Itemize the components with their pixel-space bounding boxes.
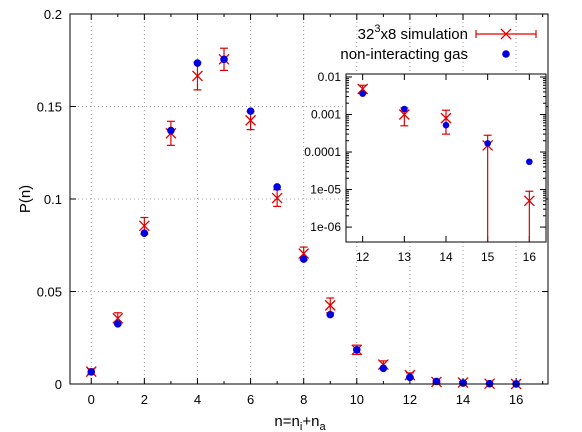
y-axis-label: P(n) — [17, 185, 34, 213]
simulation-point-stroke-b — [112, 312, 124, 324]
inset-y-tick-label: 0.01 — [318, 70, 342, 84]
inset-x-tick-label: 14 — [439, 250, 453, 264]
inset-plot-frame — [345, 73, 547, 243]
inset-background — [346, 74, 546, 242]
legend-marker-gas — [502, 50, 510, 58]
inset-simulation-point-stroke-b — [523, 195, 535, 207]
x-tick-label: 10 — [350, 392, 364, 407]
legend: 323x8 simulation non-interacting gas — [340, 23, 537, 63]
gas-point — [87, 368, 96, 376]
y-tick-label: 0.05 — [37, 285, 62, 300]
gas-point — [193, 59, 202, 67]
x-tick-label: 6 — [247, 392, 254, 407]
gas-point — [114, 320, 122, 328]
inset-gas-point — [484, 140, 491, 147]
inset-simulation-point-stroke-b — [440, 112, 452, 124]
inset-y-tick-label: 0.001 — [311, 107, 341, 121]
legend-label-simulation: 323x8 simulation — [358, 23, 468, 43]
gas-point — [167, 126, 175, 135]
y-tick-label: 0.15 — [37, 100, 62, 115]
inset-simulation-point — [523, 195, 535, 207]
inset-simulation-point-stroke-b — [357, 83, 369, 95]
gas-point — [459, 379, 467, 387]
gas-point — [432, 377, 441, 386]
inset-simulation-errorbar — [525, 190, 534, 242]
y-tick-label: 0 — [55, 377, 62, 392]
gas-point — [353, 345, 361, 354]
simulation-point — [138, 220, 150, 232]
gas-point — [273, 183, 281, 191]
simulation-point — [245, 114, 257, 126]
inset-simulation-point — [357, 83, 369, 95]
x-tick-label: 12 — [403, 392, 417, 407]
inset-chart: 12 13 14 15 16 1e-06 1e-05 0.0001 0.001 0.01 — [304, 70, 547, 264]
main-axis-ticks: 0 2 4 6 8 10 12 14 16 0 0.05 0.1 0.15 0.2 — [37, 7, 548, 407]
gas-point — [326, 310, 335, 319]
gas-point — [246, 107, 255, 115]
x-tick-label: 0 — [88, 392, 95, 407]
inset-x-tick-label: 16 — [523, 250, 537, 264]
simulation-point — [112, 312, 124, 324]
inset-simulation-point — [398, 109, 410, 120]
inset-gas-point — [526, 158, 533, 166]
inset-simulation-point — [440, 112, 452, 124]
gas-point — [140, 229, 149, 238]
simulation-point-stroke-b — [192, 70, 203, 82]
x-tick-label: 14 — [456, 392, 470, 407]
simulation-point-stroke-b — [324, 299, 336, 311]
inset-y-tick-label: 0.0001 — [304, 145, 341, 159]
x-tick-label: 8 — [300, 392, 307, 407]
inset-y-tick-label: 1e-06 — [310, 220, 341, 234]
inset-axis-ticks: 12 13 14 15 16 1e-06 1e-05 0.0001 0.001 0.01 — [304, 70, 546, 264]
inset-gas-point — [401, 105, 408, 113]
inset-simulation-errorbar — [483, 134, 492, 242]
inset-x-tick-label: 12 — [356, 250, 370, 264]
simulation-point-stroke-b — [245, 114, 257, 126]
x-axis-label: n=ni+na — [274, 413, 326, 432]
legend-label-gas: non-interacting gas — [340, 46, 468, 63]
x-tick-label: 2 — [141, 392, 148, 407]
simulation-point-stroke-b — [138, 220, 150, 232]
simulation-point — [324, 299, 336, 311]
x-tick-label: 4 — [194, 392, 201, 407]
simulation-point-stroke-b — [271, 192, 283, 204]
simulation-point — [298, 248, 310, 260]
main-plot-frame — [69, 13, 549, 385]
simulation-point-stroke-b — [298, 248, 310, 260]
inset-plot-area — [357, 83, 535, 242]
inset-gas-point — [442, 121, 450, 129]
gas-point — [220, 55, 228, 64]
gas-point — [299, 255, 308, 263]
gas-point — [379, 364, 388, 373]
simulation-point — [192, 70, 203, 82]
inset-y-tick-label: 1e-05 — [310, 183, 341, 197]
inset-gas-point — [359, 90, 366, 97]
inset-x-tick-label: 15 — [481, 250, 495, 264]
y-tick-label: 0.2 — [44, 7, 62, 22]
x-tick-label: 16 — [509, 392, 523, 407]
legend-marker-simulation — [475, 28, 537, 40]
inset-simulation-point-stroke-b — [398, 109, 410, 120]
y-tick-label: 0.1 — [44, 192, 62, 207]
inset-x-tick-label: 13 — [398, 250, 412, 264]
gas-point — [406, 373, 414, 382]
simulation-point — [271, 192, 283, 204]
